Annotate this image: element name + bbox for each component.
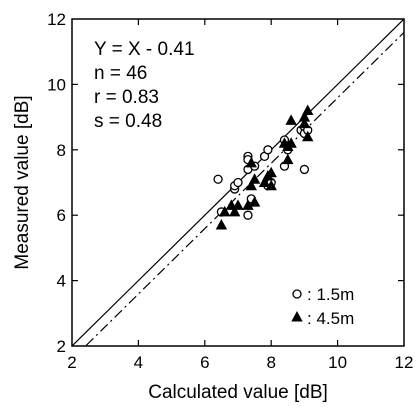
y-tick-label: 8 bbox=[57, 141, 66, 160]
statistics-annotation: Y = X - 0.41 n = 46 r = 0.83 s = 0.48 bbox=[94, 39, 195, 132]
data-point-4.5m bbox=[278, 137, 291, 148]
axis-ticks bbox=[72, 19, 404, 346]
open-circle-marker-icon bbox=[292, 289, 302, 299]
data-point-1.5m bbox=[233, 177, 243, 188]
data-point-4.5m bbox=[248, 196, 261, 207]
data-point-1.5m bbox=[213, 174, 223, 184]
data-point-1.5m bbox=[263, 145, 273, 155]
sample-count: n = 46 bbox=[94, 63, 147, 84]
legend-label-4.5m: : 4.5m bbox=[307, 309, 354, 328]
regression-line bbox=[84, 31, 404, 346]
y-tick-label: 2 bbox=[57, 337, 66, 356]
data-point-4.5m bbox=[282, 153, 294, 165]
data-point-4.5m bbox=[285, 114, 297, 125]
regression-equation: Y = X - 0.41 bbox=[94, 39, 195, 60]
data-point-4.5m bbox=[242, 199, 254, 210]
x-axis-title: Calculated value [dB] bbox=[148, 382, 328, 403]
data-point-1.5m bbox=[243, 210, 253, 220]
data-point-1.5m bbox=[299, 164, 310, 175]
data-point-4.5m bbox=[298, 111, 311, 122]
data-point-4.5m bbox=[245, 179, 257, 191]
plot-frame bbox=[71, 18, 405, 347]
legend-label-1.5m: : 1.5m bbox=[307, 285, 354, 304]
y-tick-label: 6 bbox=[57, 206, 66, 225]
data-point-4.5m bbox=[245, 156, 257, 168]
filled-triangle-marker-icon bbox=[291, 311, 303, 322]
y-axis-title: Measured value [dB] bbox=[12, 95, 33, 269]
data-point-4.5m bbox=[232, 199, 244, 210]
data-point-4.5m bbox=[265, 179, 277, 191]
y-tick-label: 12 bbox=[47, 10, 66, 29]
x-tick-label: 6 bbox=[200, 353, 209, 372]
data-point-4.5m bbox=[302, 130, 314, 142]
legend: : 1.5m : 4.5m bbox=[291, 285, 354, 328]
data-point-4.5m bbox=[298, 117, 311, 129]
data-point-4.5m bbox=[215, 219, 228, 230]
data-point-4.5m bbox=[248, 173, 261, 184]
x-tick-label: 2 bbox=[67, 353, 76, 372]
data-point-4.5m bbox=[219, 205, 231, 217]
y-tick-label: 4 bbox=[57, 272, 66, 291]
x-tick-label: 10 bbox=[328, 353, 347, 372]
data-point-4.5m bbox=[228, 205, 241, 217]
x-tick-label: 4 bbox=[134, 353, 143, 372]
standard-deviation: s = 0.48 bbox=[94, 111, 162, 132]
correlation-coefficient: r = 0.83 bbox=[94, 87, 159, 108]
x-tick-label: 12 bbox=[395, 353, 414, 372]
tick-labels: 2 4 6 8 10 12 2 4 6 8 10 12 bbox=[47, 10, 413, 372]
x-tick-label: 8 bbox=[266, 353, 275, 372]
data-points bbox=[213, 104, 314, 230]
data-point-4.5m bbox=[265, 166, 277, 178]
data-point-4.5m bbox=[258, 176, 271, 187]
y-tick-label: 10 bbox=[47, 75, 66, 94]
